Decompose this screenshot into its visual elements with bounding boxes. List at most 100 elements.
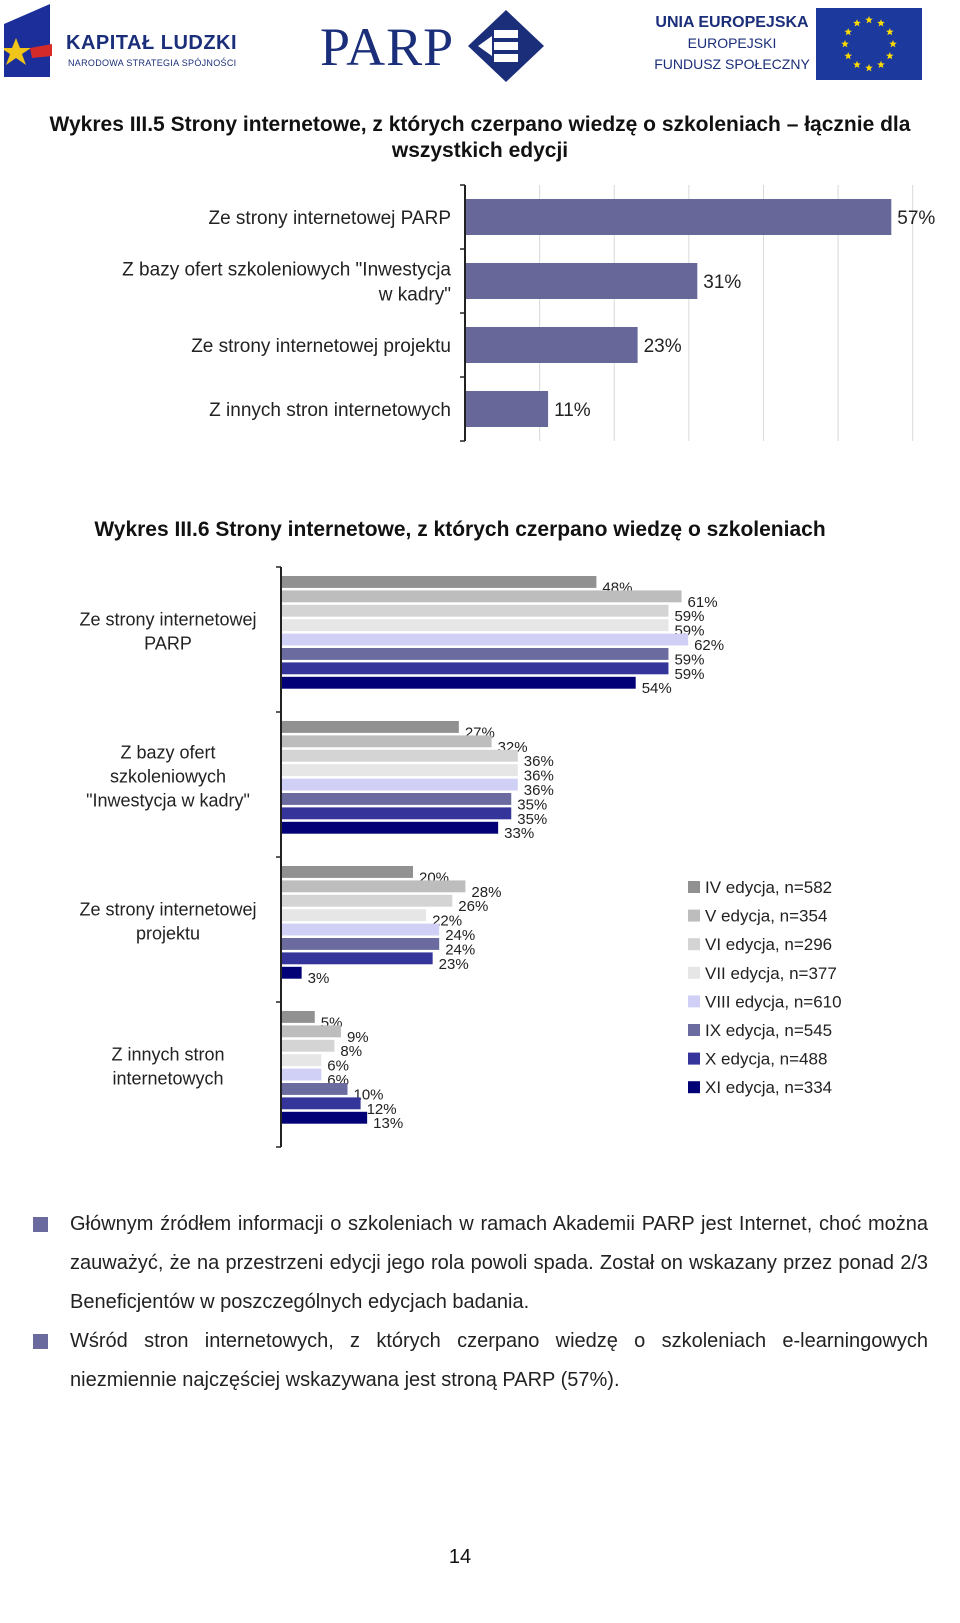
- chart2-category-label: szkoleniowych: [110, 767, 226, 787]
- chart2-legend-swatch: [688, 966, 700, 979]
- chart1-category-label: Z bazy ofert szkoleniowych "Inwestycja: [122, 260, 451, 281]
- chart2-bar: [282, 749, 518, 762]
- eu-star-icon: [877, 19, 885, 27]
- chart2-category-label: projektu: [136, 924, 200, 944]
- chart2-bar: [282, 590, 682, 603]
- chart2-bar: [282, 1111, 368, 1124]
- eu-star-icon: [886, 28, 894, 36]
- chart2-bar: [282, 778, 518, 791]
- eu-star-icon: [844, 52, 852, 60]
- paragraph-1: Głównym źródłem informacji o szkoleniach…: [70, 1213, 928, 1313]
- chart2-bar: [282, 923, 440, 936]
- chart2-category-label: Z innych stron: [111, 1045, 224, 1065]
- chart2-bar: [282, 793, 512, 805]
- eu-star-icon: [844, 28, 852, 36]
- chart2-value-label: 8%: [340, 1043, 362, 1060]
- chart2-bar: [282, 909, 427, 922]
- logo-kapital-ludzki: KAPITAŁ LUDZKI NARODOWA STRATEGIA SPÓJNO…: [4, 4, 244, 79]
- chart2-legend-swatch: [688, 909, 700, 922]
- chart2-value-label: 59%: [674, 608, 704, 625]
- chart2-value-label: 12%: [367, 1101, 397, 1118]
- chart1-category-label: w kadry": [378, 285, 451, 306]
- eu-star-icon: [841, 40, 849, 48]
- chart2-value-label: 36%: [524, 753, 554, 770]
- chart2-bar: [282, 604, 669, 617]
- chart2-legend-label: VI edycja, n=296: [705, 935, 832, 954]
- chart1-category-label: Ze strony internetowej projektu: [191, 336, 451, 357]
- chart2-bar: [282, 633, 689, 646]
- chart2-bar: [282, 648, 669, 660]
- chart2-bar: [282, 894, 453, 907]
- chart2-bar: [282, 966, 302, 979]
- eu-star-icon: [865, 16, 873, 24]
- chart2-value-label: 61%: [688, 594, 718, 611]
- chart2-legend-swatch: [688, 995, 700, 1008]
- bullet-paragraph: Głównym źródłem informacji o szkoleniach…: [33, 1205, 928, 1322]
- logo-left-subtitle: NARODOWA STRATEGIA SPÓJNOŚCI: [68, 58, 237, 68]
- chart2-value-label: 23%: [439, 956, 469, 973]
- logo-parp-text: PARP: [320, 17, 455, 77]
- chart1-value-label: 57%: [897, 208, 935, 229]
- chart2-bar: [282, 1039, 335, 1052]
- chart2-bar: [282, 1011, 315, 1023]
- chart2-bar: [282, 619, 669, 632]
- chart2-bar: [282, 662, 669, 675]
- chart2-value-label: 24%: [445, 941, 475, 958]
- eu-star-icon: [886, 52, 894, 60]
- chart1-value-label: 23%: [644, 336, 682, 357]
- chart2-bar: [282, 676, 636, 689]
- chart2-title: Wykres III.6 Strony internetowe, z który…: [94, 518, 826, 541]
- chart2-value-label: 6%: [327, 1058, 349, 1075]
- chart2-legend-label: VIII edycja, n=610: [705, 992, 842, 1011]
- chart2-legend-swatch: [688, 938, 700, 951]
- chart2-category-label: Ze strony internetowej: [79, 900, 256, 920]
- chart2-bar: [282, 576, 597, 588]
- logo-right-line2: EUROPEJSKI: [687, 35, 777, 51]
- chart2-value-label: 36%: [524, 768, 554, 785]
- chart1-category-label: Z innych stron internetowych: [209, 400, 451, 421]
- chart2-legend-label: X edycja, n=488: [705, 1050, 827, 1069]
- chart1-bar: [466, 327, 638, 363]
- chart2-bar: [282, 952, 433, 965]
- chart2-category-label: "Inwestycja w kadry": [86, 791, 250, 811]
- chart1-title: Wykres III.5 Strony internetowe, z który…: [49, 113, 911, 162]
- chart2-value-label: 54%: [642, 680, 672, 697]
- chart2-category-label: PARP: [144, 634, 192, 654]
- chart2-value-label: 26%: [458, 898, 488, 915]
- chart2-legend-label: V edycja, n=354: [705, 907, 827, 926]
- chart1-bar: [466, 391, 549, 427]
- chart2-legend-label: IV edycja, n=582: [705, 878, 832, 897]
- chart2-category-label: internetowych: [112, 1069, 223, 1089]
- chart2-legend-label: XI edycja, n=334: [705, 1078, 832, 1097]
- chart2-bar: [282, 764, 518, 777]
- chart2-value-label: 36%: [524, 782, 554, 799]
- chart2-legend-swatch: [688, 1081, 700, 1094]
- chart2-value-label: 59%: [674, 651, 704, 668]
- chart2-bar: [282, 1068, 322, 1081]
- eu-star-icon: [853, 19, 861, 27]
- chart1: 57% Ze strony internetowej PARP 31% Z bazy …: [122, 184, 935, 442]
- chart2-value-label: 22%: [432, 913, 462, 930]
- chart1-bar: [466, 263, 698, 299]
- parp-diamond-icon: [468, 10, 544, 82]
- chart2-bar: [282, 721, 459, 733]
- logo-right-line3: FUNDUSZ SPOŁECZNY: [654, 56, 810, 72]
- paragraph-2: Wśród stron internetowych, z których cze…: [70, 1330, 928, 1391]
- chart2-bar: [282, 1083, 348, 1095]
- chart2-legend-swatch: [688, 1024, 700, 1036]
- bullet-paragraph: Wśród stron internetowych, z których cze…: [33, 1322, 928, 1400]
- chart1-value-label: 31%: [703, 272, 741, 293]
- bullet-square-icon: [33, 1334, 48, 1349]
- chart2-value-label: 10%: [354, 1086, 384, 1103]
- chart1-bar: [466, 199, 892, 235]
- chart2-value-label: 9%: [347, 1029, 369, 1046]
- chart2-legend-swatch: [688, 881, 700, 893]
- chart2: 48%61%59%59%62%59%59%54%Ze strony intern…: [79, 566, 842, 1148]
- eu-star-icon: [853, 60, 861, 68]
- chart2-bar: [282, 866, 413, 878]
- kapital-ludzki-flag-icon: [4, 4, 52, 77]
- chart2-bar: [282, 1025, 341, 1038]
- chart2-bar: [282, 938, 440, 950]
- chart2-bar: [282, 821, 499, 834]
- chart2-value-label: 24%: [445, 927, 475, 944]
